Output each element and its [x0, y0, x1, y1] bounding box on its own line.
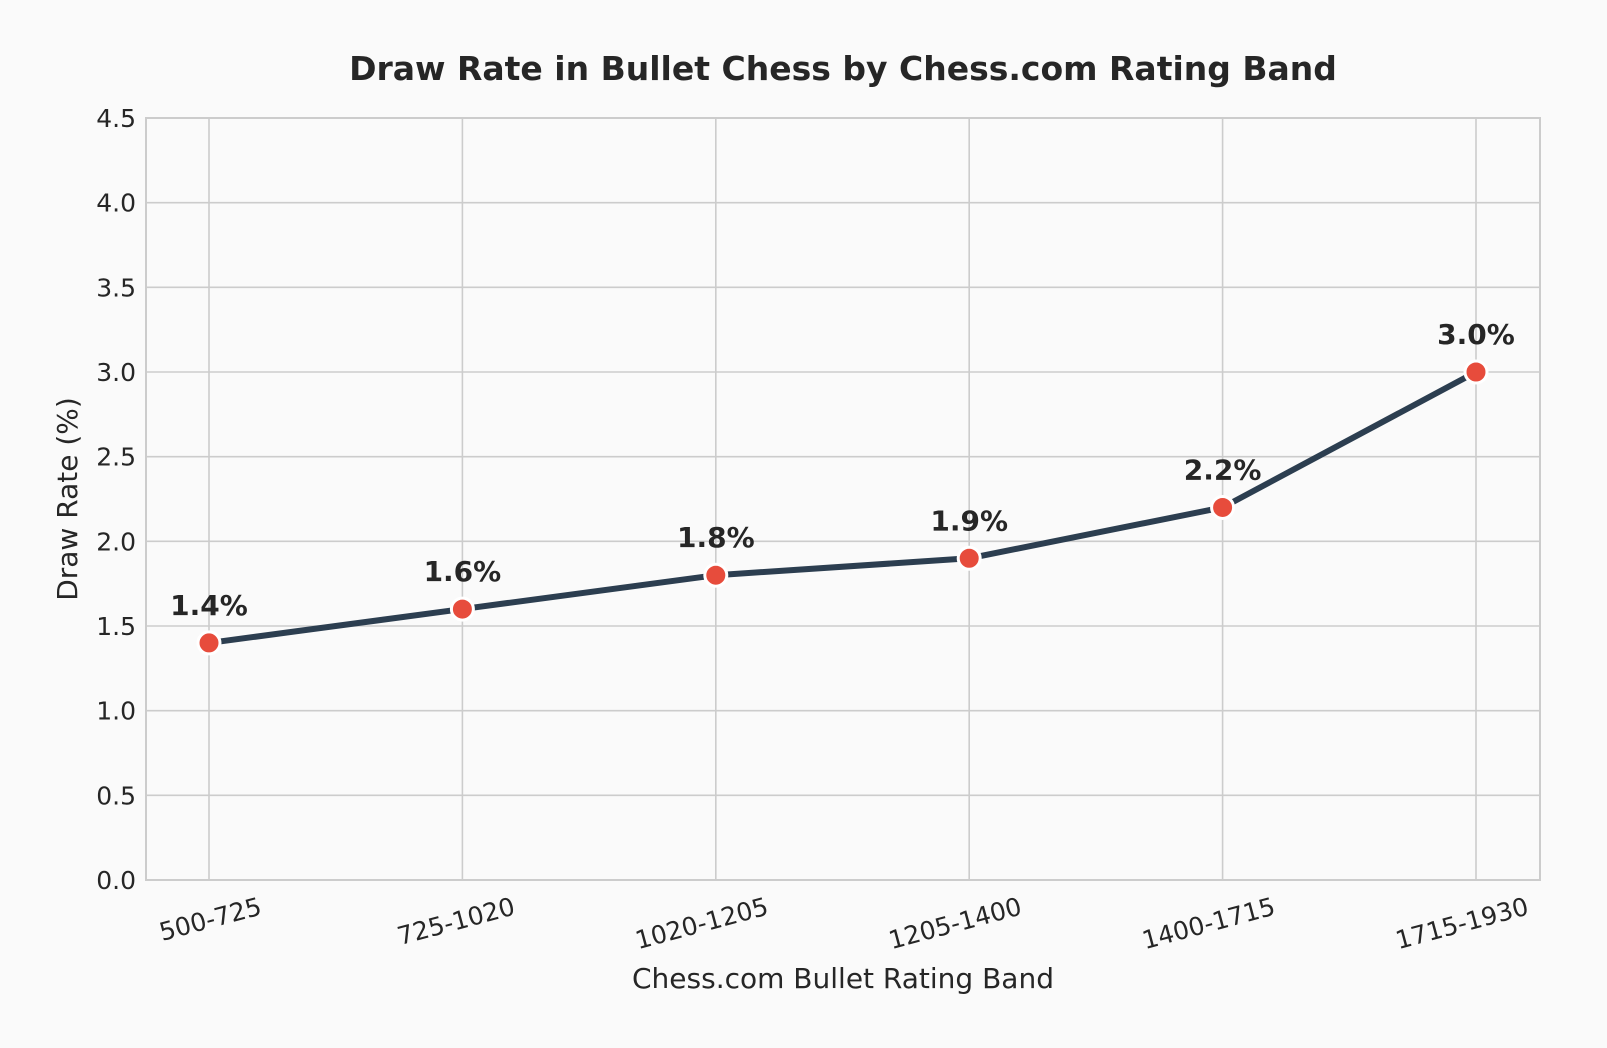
y-tick-label: 1.0 — [96, 697, 136, 726]
y-tick-label: 0.5 — [96, 781, 136, 810]
x-tick-label: 500-725 — [156, 892, 264, 947]
y-tick-label: 3.0 — [96, 358, 136, 387]
y-axis-label: Draw Rate (%) — [51, 397, 84, 601]
data-label: 1.4% — [170, 589, 248, 622]
x-tick-label: 1400-1715 — [1139, 892, 1278, 955]
data-label: 1.6% — [424, 555, 502, 588]
x-tick-label: 1205-1400 — [886, 892, 1025, 955]
y-tick-label: 1.5 — [96, 612, 136, 641]
plot-frame — [145, 117, 1541, 881]
y-tick-label: 2.0 — [96, 527, 136, 556]
y-tick-label: 4.0 — [96, 189, 136, 218]
data-point — [956, 545, 982, 571]
data-label: 1.8% — [677, 521, 755, 554]
x-tick-label: 1020-1205 — [632, 892, 771, 955]
data-label: 1.9% — [930, 504, 1008, 537]
y-tick-label: 3.5 — [96, 273, 136, 302]
grid-lines — [146, 117, 1540, 881]
series-line — [206, 369, 1479, 646]
data-labels: 1.4% 1.6% 1.8% 1.9% 2.2% 3.0% — [170, 318, 1515, 622]
data-point — [1210, 494, 1236, 520]
x-axis-label: Chess.com Bullet Rating Band — [632, 962, 1054, 995]
data-markers — [196, 359, 1489, 656]
data-label: 3.0% — [1437, 318, 1515, 351]
y-tick-label: 2.5 — [96, 443, 136, 472]
y-tick-label: 0.0 — [96, 866, 136, 895]
y-axis-ticks: 0.0 0.5 1.0 1.5 2.0 2.5 3.0 3.5 4.0 4.5 — [96, 104, 136, 895]
x-tick-label: 725-1020 — [394, 892, 518, 951]
chart-title: Draw Rate in Bullet Chess by Chess.com R… — [349, 49, 1337, 88]
data-point — [449, 596, 475, 622]
data-point — [196, 630, 222, 656]
data-point — [703, 562, 729, 588]
data-point — [1463, 359, 1489, 385]
x-tick-label: 1715-1930 — [1392, 892, 1531, 955]
data-label: 2.2% — [1184, 453, 1262, 486]
x-axis-ticks: 500-725 725-1020 1020-1205 1205-1400 1400-17… — [156, 892, 1531, 955]
y-tick-label: 4.5 — [96, 104, 136, 133]
